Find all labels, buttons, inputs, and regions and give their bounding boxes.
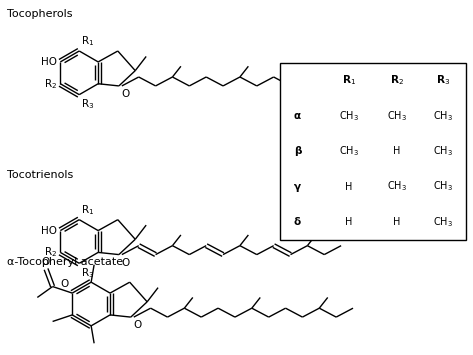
Text: CH$_3$: CH$_3$ bbox=[339, 144, 359, 158]
Text: α: α bbox=[294, 111, 301, 121]
Text: CH$_3$: CH$_3$ bbox=[433, 109, 454, 123]
Text: R$_3$: R$_3$ bbox=[81, 98, 95, 111]
Text: O: O bbox=[122, 89, 130, 99]
Text: H: H bbox=[345, 217, 353, 227]
Text: R$_1$: R$_1$ bbox=[81, 34, 95, 48]
Text: CH$_3$: CH$_3$ bbox=[433, 180, 454, 193]
Text: CH$_3$: CH$_3$ bbox=[387, 109, 407, 123]
Text: R$_2$: R$_2$ bbox=[44, 246, 57, 259]
Text: R$_3$: R$_3$ bbox=[436, 74, 450, 87]
Text: CH$_3$: CH$_3$ bbox=[339, 109, 359, 123]
Text: R$_1$: R$_1$ bbox=[342, 74, 356, 87]
Text: H: H bbox=[345, 181, 353, 192]
Text: CH$_3$: CH$_3$ bbox=[433, 144, 454, 158]
Text: O: O bbox=[122, 258, 130, 268]
Text: Tocotrienols: Tocotrienols bbox=[7, 170, 73, 180]
Text: R$_2$: R$_2$ bbox=[390, 74, 403, 87]
Text: R$_3$: R$_3$ bbox=[81, 266, 95, 280]
Text: H: H bbox=[393, 146, 401, 156]
Text: δ: δ bbox=[294, 217, 301, 227]
Text: O: O bbox=[134, 320, 142, 330]
Text: HO: HO bbox=[41, 225, 57, 236]
Text: O: O bbox=[41, 257, 49, 267]
Text: α-Tocopheryl acetate: α-Tocopheryl acetate bbox=[7, 257, 123, 267]
Text: HO: HO bbox=[41, 57, 57, 67]
Text: β: β bbox=[294, 146, 301, 156]
Bar bbox=[280, 63, 466, 240]
Text: R$_2$: R$_2$ bbox=[44, 77, 57, 91]
Text: CH$_3$: CH$_3$ bbox=[387, 180, 407, 193]
Text: H: H bbox=[393, 217, 401, 227]
Text: γ: γ bbox=[294, 181, 301, 192]
Text: O: O bbox=[60, 279, 68, 289]
Text: Tocopherols: Tocopherols bbox=[7, 9, 72, 19]
Text: CH$_3$: CH$_3$ bbox=[433, 215, 454, 229]
Text: R$_1$: R$_1$ bbox=[81, 203, 95, 217]
